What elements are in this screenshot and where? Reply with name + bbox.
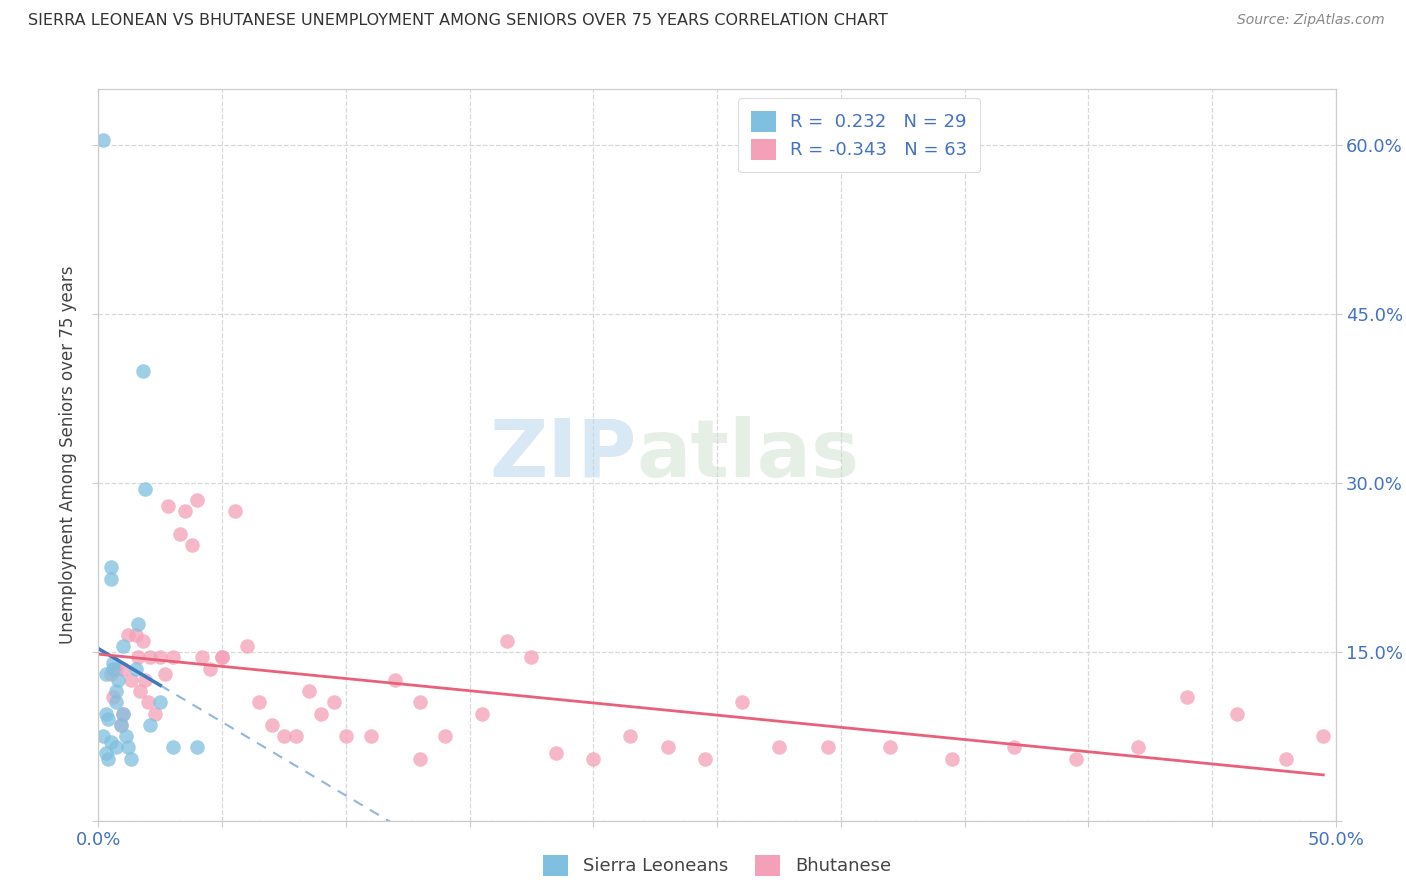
Point (247, 696, 270, 710)
Point (198, 662, 221, 676)
Point (941, 752, 963, 766)
Point (124, 662, 146, 676)
Point (298, 684, 321, 698)
Point (100, 667, 122, 681)
Point (520, 650, 543, 665)
Point (104, 696, 127, 710)
Point (1175, 690, 1198, 704)
Point (309, 706, 332, 721)
Point (156, 499, 179, 513)
Point (132, 363, 155, 377)
Point (139, 718, 162, 732)
Point (110, 718, 132, 732)
Point (120, 752, 142, 766)
Point (120, 673, 142, 687)
Point (100, 560, 122, 574)
Point (186, 740, 208, 755)
Point (110, 718, 132, 732)
Point (143, 706, 166, 721)
Point (104, 740, 127, 755)
Point (191, 650, 214, 665)
Point (155, 667, 177, 681)
Point (174, 504, 197, 518)
Point (100, 735, 122, 749)
Y-axis label: Unemployment Among Seniors over 75 years: Unemployment Among Seniors over 75 years (59, 266, 77, 644)
Point (1126, 740, 1149, 755)
Point (260, 718, 283, 732)
Point (97, 712, 120, 726)
Point (360, 729, 382, 743)
Point (124, 628, 146, 642)
Point (169, 526, 191, 541)
Point (117, 628, 139, 642)
Point (322, 696, 344, 710)
Point (104, 662, 127, 676)
Point (657, 740, 679, 755)
Point (409, 752, 432, 766)
Point (117, 740, 139, 755)
Point (103, 662, 125, 676)
Point (127, 650, 149, 665)
Point (162, 740, 184, 755)
Point (1226, 706, 1249, 721)
Point (94, 746, 117, 760)
Point (94, 667, 117, 681)
Point (1064, 752, 1087, 766)
Point (129, 684, 152, 698)
Text: ZIP: ZIP (489, 416, 637, 494)
Point (495, 633, 517, 648)
Point (162, 650, 184, 665)
Point (104, 684, 127, 698)
Point (114, 729, 136, 743)
Point (100, 572, 122, 586)
Point (546, 746, 568, 760)
Point (731, 696, 754, 710)
Point (139, 650, 162, 665)
Point (94, 706, 117, 721)
Point (285, 729, 308, 743)
Point (273, 729, 295, 743)
Point (471, 706, 494, 721)
Point (236, 639, 259, 653)
Point (335, 729, 357, 743)
Point (127, 616, 149, 631)
Point (149, 696, 172, 710)
Point (112, 706, 135, 721)
Point (817, 740, 839, 755)
Point (879, 740, 901, 755)
Point (433, 729, 456, 743)
Point (224, 504, 246, 518)
Point (93, 133, 115, 147)
Point (409, 696, 432, 710)
Point (97, 752, 120, 766)
Point (1002, 740, 1025, 755)
Point (112, 662, 135, 676)
Point (1275, 752, 1298, 766)
Point (93, 729, 115, 743)
Point (136, 696, 159, 710)
Point (768, 740, 790, 755)
Point (693, 752, 716, 766)
Text: Source: ZipAtlas.com: Source: ZipAtlas.com (1237, 13, 1385, 28)
Point (107, 673, 129, 687)
Point (211, 650, 233, 665)
Point (112, 639, 135, 653)
Point (384, 673, 406, 687)
Point (1312, 729, 1334, 743)
Point (112, 706, 135, 721)
Point (103, 656, 125, 670)
Point (619, 729, 641, 743)
Text: SIERRA LEONEAN VS BHUTANESE UNEMPLOYMENT AMONG SENIORS OVER 75 YEARS CORRELATION: SIERRA LEONEAN VS BHUTANESE UNEMPLOYMENT… (28, 13, 889, 29)
Point (103, 690, 125, 704)
Point (582, 752, 605, 766)
Point (149, 650, 172, 665)
Point (186, 492, 208, 507)
Point (211, 650, 233, 665)
Point (134, 482, 156, 496)
Point (134, 673, 156, 687)
Legend: Sierra Leoneans, Bhutanese: Sierra Leoneans, Bhutanese (534, 846, 900, 885)
Point (132, 633, 155, 648)
Point (181, 538, 204, 552)
Text: atlas: atlas (637, 416, 859, 494)
